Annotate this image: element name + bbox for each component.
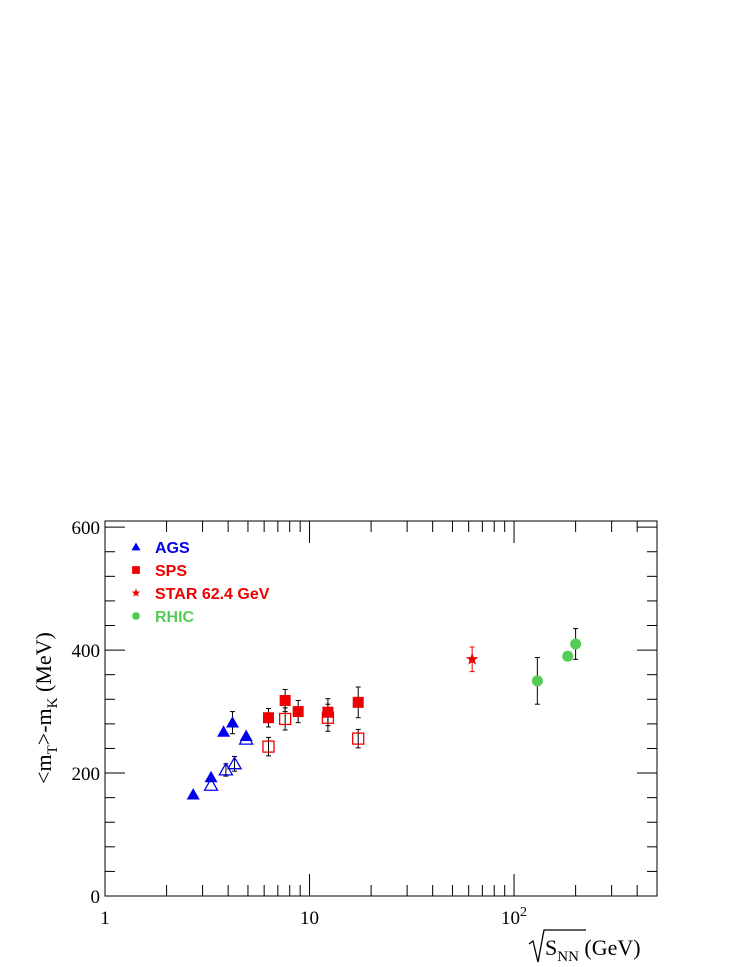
y-title-part3: (MeV)	[31, 632, 56, 697]
data-point-square	[352, 696, 364, 708]
plot-frame	[104, 520, 658, 897]
data-point-triangle	[226, 756, 243, 770]
y-axis-title: <mT>-mK (MeV)	[31, 632, 61, 784]
data-point-square	[278, 712, 292, 726]
error-bars	[223, 628, 579, 777]
y-tick-labels: 0 200 400 600	[72, 518, 101, 908]
data-point-triangle	[217, 725, 231, 737]
data-point-circle	[531, 675, 543, 687]
data-point-square	[352, 732, 365, 745]
legend-marker-triangle	[131, 542, 141, 551]
y-tick-label: 0	[91, 887, 101, 908]
data-point-square	[262, 740, 275, 753]
data-point-circle	[570, 638, 582, 650]
data-point-triangle	[204, 770, 218, 783]
legend-label: AGS	[155, 540, 190, 557]
y-title-sub1: T	[45, 745, 61, 754]
legend-marker-circle	[132, 612, 140, 620]
data-point-triangle	[203, 777, 219, 791]
data-point-triangle	[186, 788, 200, 800]
y-title-part2: >-m	[31, 708, 56, 745]
x-axis-title: SNN (GeV)	[528, 929, 641, 965]
sqrt-sign	[528, 929, 586, 963]
data-point-star	[465, 652, 479, 665]
x-title-main: S	[545, 935, 557, 960]
y-tick-label: 400	[72, 641, 101, 662]
data-point-square	[262, 712, 274, 724]
y-title-sub2: K	[45, 697, 61, 708]
legend-label: RHIC	[155, 609, 195, 626]
data-point-triangle	[225, 716, 239, 728]
y-title-part1: <m	[31, 754, 56, 784]
x-tick-label: 1	[100, 908, 110, 929]
legend-marker-star	[131, 588, 141, 597]
x-tick-label: 102	[501, 905, 527, 929]
data-point-circle	[562, 650, 574, 662]
y-tick-label: 200	[72, 764, 101, 785]
x-tick-labels: 1 10 102	[100, 905, 527, 929]
legend-marker-square	[132, 566, 140, 574]
data-point-square	[279, 695, 291, 707]
legend-label: SPS	[155, 563, 187, 580]
data-point-triangle	[238, 731, 254, 745]
legend-label: STAR 62.4 GeV	[155, 586, 270, 603]
y-tick-label: 600	[72, 518, 101, 539]
axis-ticks	[104, 521, 658, 897]
data-point-square	[321, 711, 335, 724]
x-title-sub: NN	[557, 949, 579, 965]
x-tick-label: 10	[300, 908, 319, 929]
data-markers	[186, 638, 582, 800]
legend: AGS SPS STAR 62.4 GeV RHIC	[131, 540, 270, 626]
data-point-triangle	[239, 729, 253, 742]
data-point-square	[292, 706, 304, 718]
svg-text:SNN (GeV): SNN (GeV)	[545, 935, 641, 965]
x-title-unit: (GeV)	[579, 935, 641, 960]
